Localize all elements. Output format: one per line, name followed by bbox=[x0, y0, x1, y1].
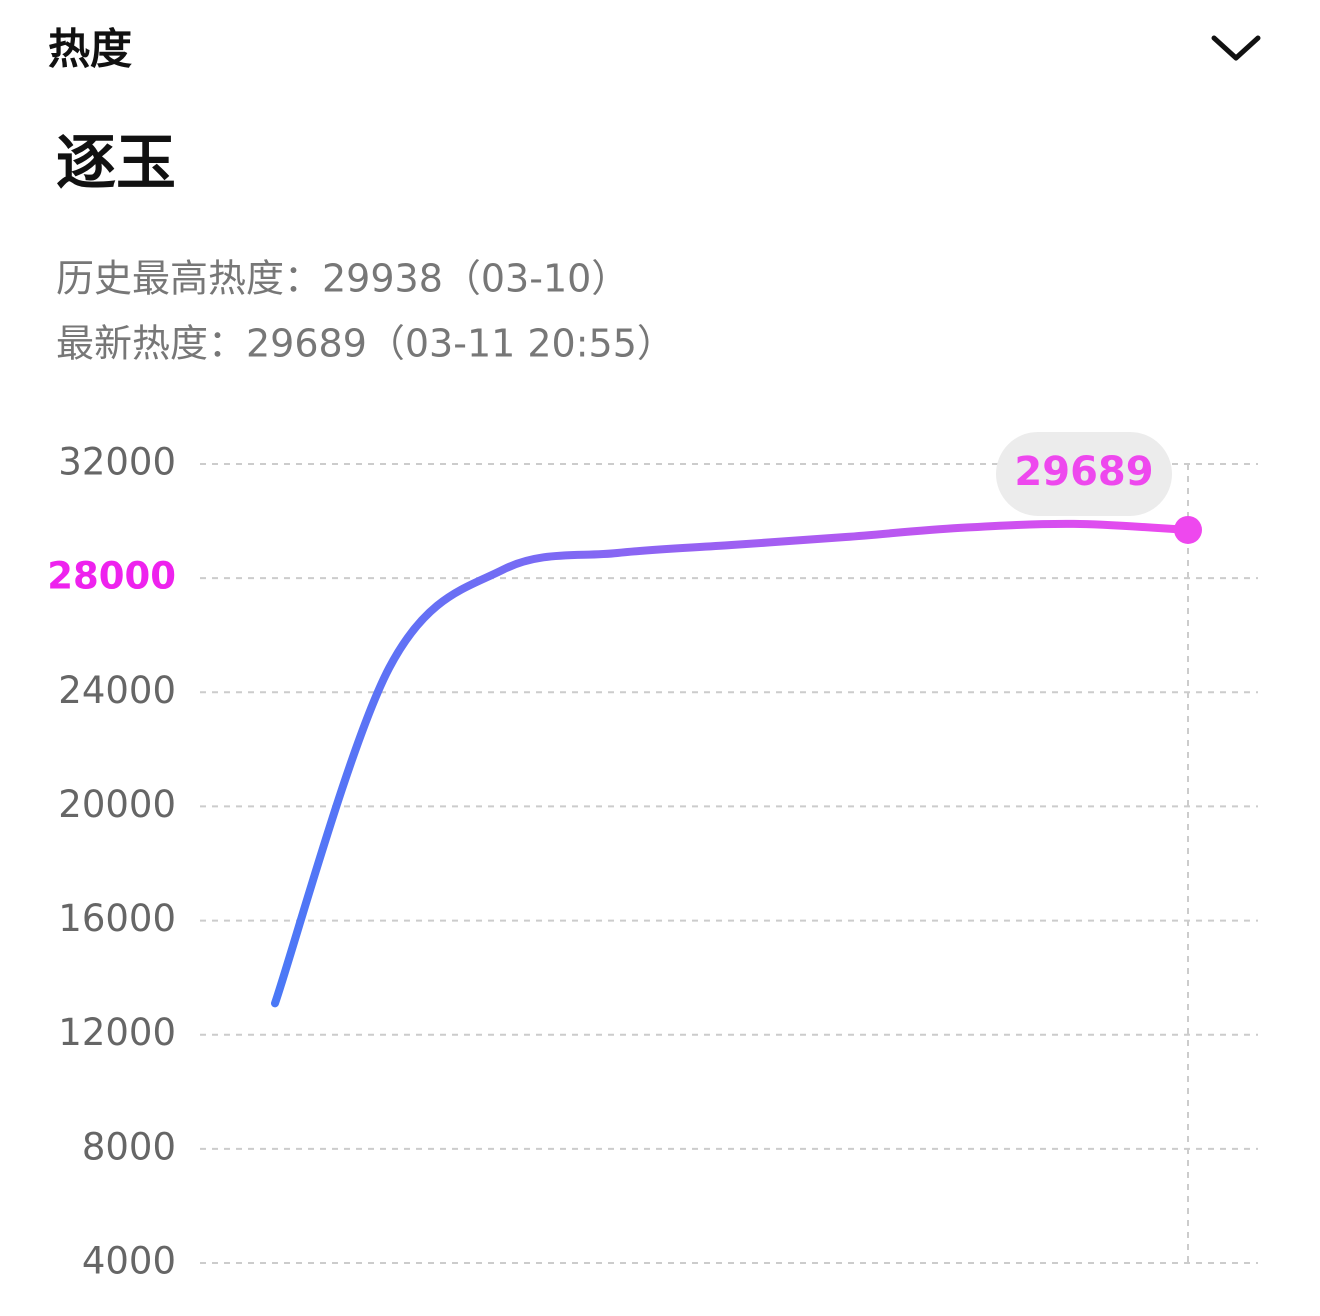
y-tick-label: 20000 bbox=[58, 783, 176, 826]
y-tick-label: 16000 bbox=[58, 897, 176, 940]
y-tick-label: 12000 bbox=[58, 1011, 176, 1054]
y-tick-label: 4000 bbox=[82, 1240, 176, 1283]
tooltip-bg bbox=[996, 431, 1172, 516]
latest-stat: 最新热度：29689（03-11 20:55） bbox=[56, 322, 675, 366]
y-tick-label: 24000 bbox=[58, 669, 176, 712]
y-tick-label: 8000 bbox=[82, 1125, 176, 1168]
header-title: 热度 bbox=[48, 25, 132, 74]
drama-title: 逐玉 bbox=[56, 129, 176, 199]
collapse-chevron[interactable] bbox=[1211, 35, 1261, 61]
latest-point bbox=[1174, 515, 1202, 544]
trend-line bbox=[271, 519, 1192, 1008]
tooltip-value: 29689 bbox=[1014, 449, 1153, 495]
y-tick-label: 28000 bbox=[47, 555, 176, 598]
y-tick-label: 32000 bbox=[58, 441, 176, 484]
peak-stat: 历史最高热度：29938（03-10） bbox=[56, 257, 629, 301]
